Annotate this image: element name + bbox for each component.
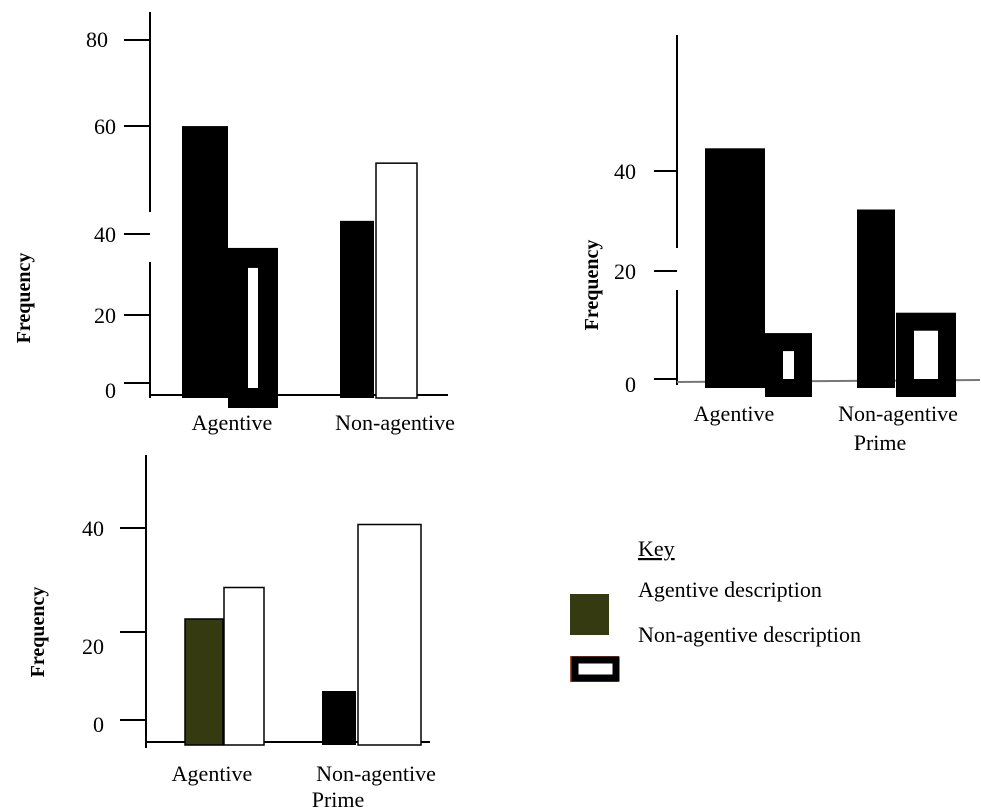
- chart-3-tick-label-40: 40: [82, 516, 104, 541]
- chart-2-y-axis-label: Frequency: [581, 240, 603, 331]
- chart-3-category-label-agentive: Agentive: [172, 761, 253, 786]
- legend-title: Key: [638, 536, 675, 561]
- legend-swatch-non-agentive-description: [571, 656, 620, 682]
- chart-2-category-label-agentive: Agentive: [694, 401, 775, 426]
- chart-2: Frequency 40 20 0 Agentive Non-agentive …: [581, 35, 981, 455]
- chart-3-bar-non-agentive-agentive-description: [322, 691, 356, 745]
- chart-2-category-label-non-agentive: Non-agentive: [838, 401, 958, 426]
- chart-2-bar-agentive-non-agentive-description: [765, 333, 812, 398]
- chart-1-bar-agentive-agentive-description: [182, 126, 228, 398]
- chart-3-category-label-non-agentive: Non-agentive: [316, 761, 436, 786]
- chart-1-tick-label-40: 40: [94, 222, 116, 247]
- chart-3-bar-non-agentive-non-agentive-description: [357, 523, 422, 746]
- chart-3-tick-label-20: 20: [82, 634, 104, 659]
- chart-1-tick-label-20: 20: [94, 303, 116, 328]
- chart-1-category-label-non-agentive: Non-agentive: [335, 410, 455, 435]
- chart-3-y-axis-label: Frequency: [27, 587, 49, 678]
- chart-3-bar-agentive-agentive-description: [184, 618, 224, 746]
- chart-1-bar-non-agentive-agentive-description: [340, 220, 374, 398]
- chart-3-x-axis-label: Prime: [312, 787, 365, 809]
- chart-2-bar-non-agentive-agentive-description: [857, 209, 895, 388]
- chart-1-bar-agentive-non-agentive-description: [228, 247, 278, 409]
- chart-3-tick-label-0: 0: [93, 712, 104, 737]
- chart-1-category-label-agentive: Agentive: [192, 410, 273, 435]
- chart-2-bar-agentive-agentive-description: [705, 148, 765, 388]
- chart-1-tick-label-60: 60: [94, 114, 116, 139]
- legend: Key Agentive description Non-agentive de…: [570, 536, 861, 682]
- chart-3: Frequency 40 20 0 Agentive Non-agentive …: [27, 455, 436, 809]
- chart-2-tick-label-0: 0: [625, 372, 636, 397]
- legend-swatch-agentive-description: [570, 594, 609, 635]
- chart-2-tick-label-20: 20: [614, 259, 636, 284]
- chart-1-bar-non-agentive-non-agentive-description: [375, 162, 418, 399]
- chart-2-bar-non-agentive-non-agentive-description: [896, 312, 956, 398]
- legend-item-agentive-description: Agentive description: [638, 577, 822, 602]
- chart-2-x-axis-label: Prime: [854, 430, 907, 455]
- chart-1-y-axis-label: Frequency: [13, 253, 35, 344]
- chart-1: Frequency 80 60 40 20 0 Agentive Non-age…: [13, 12, 455, 435]
- legend-item-non-agentive-description: Non-agentive description: [638, 622, 861, 647]
- chart-1-tick-label-0: 0: [105, 378, 116, 403]
- chart-2-tick-label-40: 40: [614, 159, 636, 184]
- chart-1-tick-label-80: 80: [86, 27, 108, 52]
- chart-3-bar-agentive-non-agentive-description: [223, 586, 265, 746]
